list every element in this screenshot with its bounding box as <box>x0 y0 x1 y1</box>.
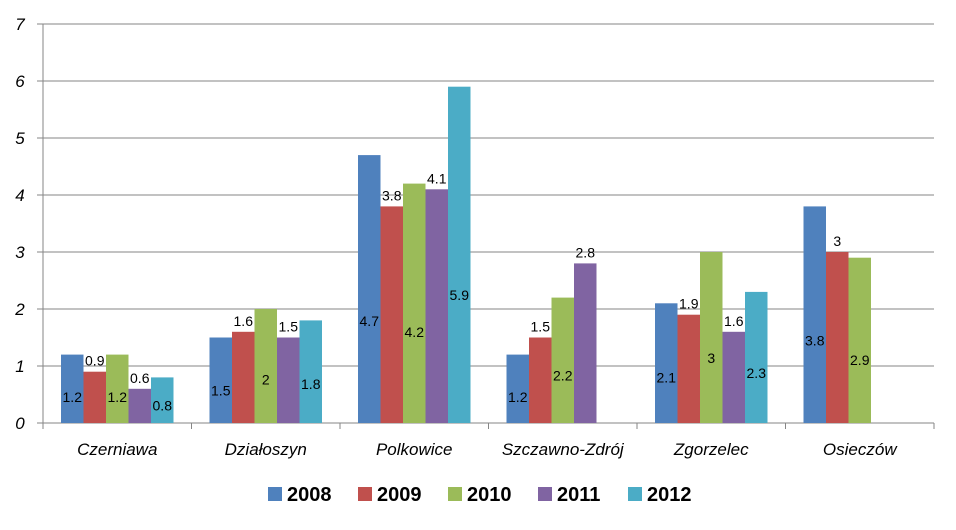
data-label: 2.3 <box>747 365 767 381</box>
data-label: 3.8 <box>382 187 402 203</box>
data-label: 2.2 <box>553 367 573 383</box>
x-tick-label: Szczawno-Zdrój <box>502 440 625 459</box>
data-label: 4.1 <box>427 170 447 186</box>
x-tick-label: Czerniawa <box>77 440 157 459</box>
bar-2010-Osieczów <box>848 257 871 423</box>
y-tick-label: 0 <box>15 414 25 433</box>
data-label: 3 <box>707 350 715 366</box>
legend-swatch-2010 <box>448 487 462 501</box>
data-label: 0.6 <box>130 370 150 386</box>
data-label: 1.8 <box>301 376 321 392</box>
bar-2010-Działoszyn <box>254 309 277 423</box>
bar-2012-Działoszyn <box>299 320 322 423</box>
legend-label-2009: 2009 <box>377 484 422 506</box>
data-label: 4.7 <box>360 313 380 329</box>
data-label: 3.8 <box>805 333 825 349</box>
bar-2011-Polkowice <box>425 189 448 423</box>
y-tick-label: 1 <box>15 357 24 376</box>
bar-2011-Szczawno-Zdrój <box>574 263 597 423</box>
y-tick-label: 7 <box>15 15 25 34</box>
bar-2009-Działoszyn <box>232 331 255 423</box>
x-tick-label: Osieczów <box>823 440 898 459</box>
bars <box>61 86 871 423</box>
data-labels: 1.2 1.5 4.7 1.2 2.1 3.8 0.9 1.6 3.8 1.5 1.9 3 1.2 2 4.… <box>63 170 870 413</box>
bar-2008-Osieczów <box>803 206 826 423</box>
data-label: 5.9 <box>450 287 470 303</box>
bar-2008-Zgorzelec <box>655 303 678 423</box>
bar-2010-Polkowice <box>403 183 426 423</box>
x-tick-label: Polkowice <box>376 440 453 459</box>
bar-2012-Polkowice <box>448 86 471 423</box>
y-tick-label: 2 <box>14 300 25 319</box>
data-label: 4.2 <box>405 324 425 340</box>
data-label: 1.9 <box>679 296 699 312</box>
x-tick-label: Zgorzelec <box>673 440 749 459</box>
bar-2012-Czerniawa <box>151 377 174 423</box>
bar-2008-Polkowice <box>358 155 381 423</box>
x-tick-label: Działoszyn <box>225 440 307 459</box>
data-label: 1.2 <box>63 389 83 405</box>
legend-label-2008: 2008 <box>287 484 332 506</box>
y-axis: 0 1 2 3 4 5 6 7 <box>14 15 44 433</box>
gridlines <box>43 23 934 367</box>
data-label: 2.8 <box>576 244 596 260</box>
data-label: 2 <box>262 372 270 388</box>
data-label: 2.1 <box>657 370 677 386</box>
data-label: 1.6 <box>234 313 254 329</box>
legend-swatch-2009 <box>358 487 372 501</box>
bar-2009-Osieczów <box>826 252 849 423</box>
data-label: 3 <box>833 233 841 249</box>
x-axis: Czerniawa Działoszyn Polkowice Szczawno-Zdr… <box>42 422 935 459</box>
data-label: 2.9 <box>850 352 870 368</box>
bar-2010-Szczawno-Zdrój <box>551 297 574 423</box>
data-label: 1.5 <box>279 319 299 335</box>
bar-2010-Zgorzelec <box>700 252 723 423</box>
data-label: 1.5 <box>211 383 231 399</box>
bar-2009-Zgorzelec <box>677 314 700 423</box>
bar-2008-Czerniawa <box>61 354 84 423</box>
data-label: 1.6 <box>724 313 744 329</box>
y-tick-label: 6 <box>15 72 25 91</box>
y-tick-label: 3 <box>15 243 25 262</box>
legend-label-2010: 2010 <box>467 484 512 506</box>
data-label: 0.8 <box>153 398 173 414</box>
legend-swatch-2008 <box>268 487 282 501</box>
bar-2012-Zgorzelec <box>745 291 768 423</box>
legend-label-2012: 2012 <box>647 484 692 506</box>
data-label: 1.2 <box>508 389 528 405</box>
bar-2008-Szczawno-Zdrój <box>506 354 529 423</box>
legend: 2008 2009 2010 2011 2012 <box>268 484 692 506</box>
bar-2008-Działoszyn <box>209 337 232 423</box>
y-tick-label: 4 <box>15 186 24 205</box>
bar-2011-Czerniawa <box>128 388 151 423</box>
legend-swatch-2012 <box>628 487 642 501</box>
data-label: 0.9 <box>85 353 105 369</box>
legend-label-2011: 2011 <box>557 484 600 506</box>
data-label: 1.2 <box>108 389 128 405</box>
bar-2009-Szczawno-Zdrój <box>529 337 552 423</box>
bar-2010-Czerniawa <box>106 354 129 423</box>
y-tick-label: 5 <box>15 129 25 148</box>
bar-2009-Czerniawa <box>83 371 106 423</box>
bar-2011-Działoszyn <box>277 337 300 423</box>
legend-swatch-2011 <box>538 487 552 501</box>
bar-2011-Zgorzelec <box>722 331 745 423</box>
bar-2009-Polkowice <box>380 206 403 423</box>
data-label: 1.5 <box>531 319 551 335</box>
